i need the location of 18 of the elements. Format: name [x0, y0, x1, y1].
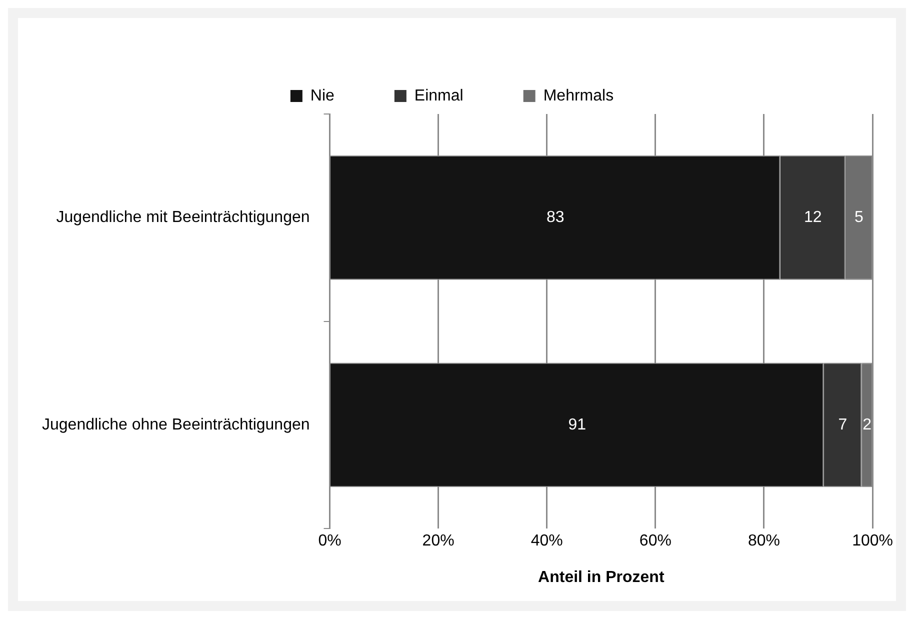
data-label: 2 [862, 416, 872, 434]
legend-label: Mehrmals [543, 87, 614, 104]
x-tick-label: 20% [422, 532, 454, 550]
x-tick-label: 60% [639, 532, 672, 550]
x-tick-label: 0% [318, 532, 342, 550]
data-label: 12 [804, 209, 822, 226]
data-label: 91 [568, 416, 586, 434]
data-label: 7 [838, 416, 848, 434]
legend-label: Nie [310, 87, 335, 104]
y-tick-label: Jugendliche ohne Beeinträchtigungen [42, 416, 310, 434]
x-tick-label: 100% [852, 532, 893, 550]
data-label: 83 [546, 209, 564, 226]
data-label: 5 [854, 209, 864, 226]
x-tick-label: 40% [530, 532, 563, 550]
x-axis-title: Anteil in Prozent [538, 568, 665, 586]
x-tick-label: 80% [748, 532, 780, 550]
y-tick-label: Jugendliche mit Beeinträchtigungen [56, 209, 310, 226]
legend-label: Einmal [414, 87, 464, 104]
